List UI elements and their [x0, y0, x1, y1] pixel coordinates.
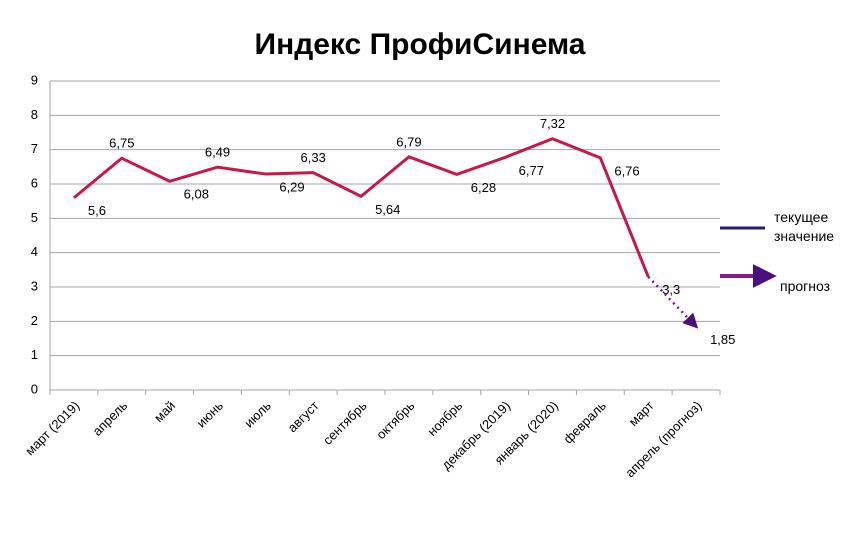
data-label: 3,3: [662, 282, 680, 297]
data-label: 6,76: [614, 163, 639, 178]
data-label: 6,77: [519, 163, 544, 178]
y-tick-label: 5: [31, 210, 38, 225]
x-tick-label: май: [151, 398, 178, 425]
data-label: 6,49: [205, 145, 230, 160]
chart-title: Индекс ПрофиСинема: [255, 28, 586, 61]
data-label: 6,79: [396, 134, 421, 149]
data-label: 1,85: [710, 332, 735, 347]
x-tick-label: сентябрь: [320, 398, 370, 448]
x-tick-label: август: [285, 398, 322, 435]
x-tick-label: июль: [241, 398, 274, 431]
x-tick-label: ноябрь: [424, 398, 465, 439]
line: [72, 137, 650, 278]
x-tick-label: март (2019): [22, 398, 82, 458]
data-label: 6,29: [279, 179, 304, 194]
x-tick-label: апрель: [90, 398, 131, 439]
x-tick-label: март: [626, 398, 657, 429]
y-tick-label: 9: [31, 72, 38, 87]
data-label: 6,08: [184, 187, 209, 202]
y-tick-label: 3: [31, 278, 38, 293]
y-tick-label: 1: [31, 347, 38, 362]
y-tick-label: 2: [31, 313, 38, 328]
data-label: 7,32: [540, 116, 565, 131]
x-tick-label: июнь: [194, 398, 227, 431]
y-tick-label: 4: [31, 244, 38, 259]
y-tick-label: 7: [31, 141, 38, 156]
y-tick-label: 8: [31, 107, 38, 122]
data-label: 5,64: [375, 202, 400, 217]
x-tick-label: октябрь: [373, 398, 417, 442]
y-tick-label: 0: [31, 381, 38, 396]
data-label: 6,75: [109, 136, 134, 151]
legend-label: прогноз: [780, 278, 831, 294]
data-label: 6,33: [301, 150, 326, 165]
y-tick-label: 6: [31, 175, 38, 190]
legend-label: текущее значение: [774, 209, 835, 244]
data-label: 6,28: [471, 180, 496, 195]
data-label: 5,6: [88, 203, 106, 218]
x-tick-label: февраль: [560, 398, 609, 447]
